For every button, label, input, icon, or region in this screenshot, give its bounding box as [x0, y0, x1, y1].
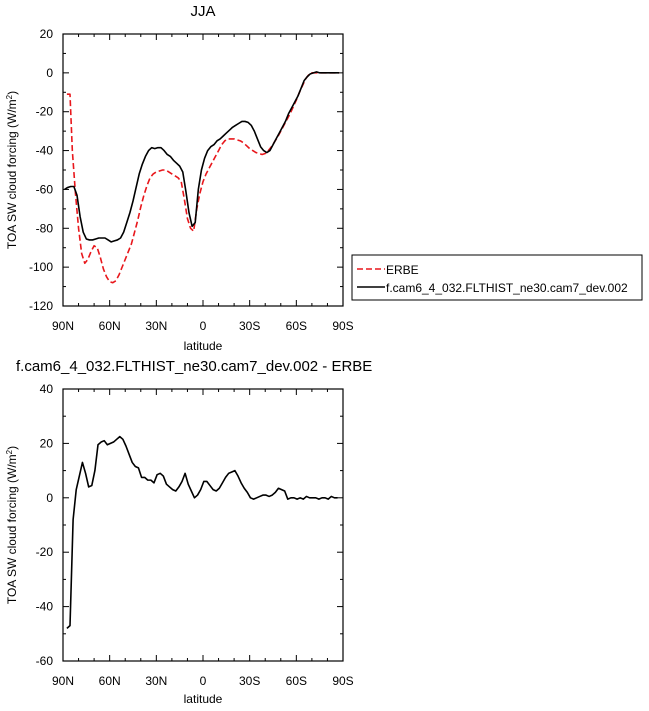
y-axis-label-bottom: TOA SW cloud forcing (W/m2): [5, 446, 19, 604]
x-tick-label: 90S: [332, 674, 353, 688]
y-tick-label: 20: [40, 436, 54, 450]
y-tick-label: -80: [36, 221, 54, 235]
x-tick-label: 90N: [52, 319, 74, 333]
x-tick-label: 90N: [52, 674, 74, 688]
chart-title-top: JJA: [190, 3, 215, 20]
y-tick-label: -40: [36, 600, 54, 614]
legend-label-model: f.cam6_4_032.FLTHIST_ne30.cam7_dev.002: [386, 281, 628, 295]
x-tick-label: 30S: [239, 319, 260, 333]
y-tick-label: 40: [40, 382, 54, 396]
y-tick-label: -120: [29, 299, 53, 313]
legend: ERBE f.cam6_4_032.FLTHIST_ne30.cam7_dev.…: [351, 254, 643, 301]
y-tick-label: 0: [46, 491, 53, 505]
x-tick-label: 60N: [99, 674, 121, 688]
plot-frame-top: [62, 33, 344, 307]
x-axis-label-bottom: latitude: [184, 692, 223, 706]
x-axis-label-top: latitude: [184, 339, 223, 353]
legend-label-erbe: ERBE: [386, 263, 419, 277]
x-tick-label: 0: [200, 319, 207, 333]
x-tick-label: 30N: [145, 319, 167, 333]
chart-panel-bottom: f.cam6_4_032.FLTHIST_ne30.cam7_dev.002 -…: [5, 358, 372, 706]
x-tick-label: 0: [200, 674, 207, 688]
chart-panel-top: JJA 90N 60N 30N 0 30S 60S 90S -120 -100 -80 -60 -40…: [5, 3, 643, 353]
x-tick-label: 30N: [145, 674, 167, 688]
y-axis-label-top: TOA SW cloud forcing (W/m2): [5, 91, 19, 249]
y-tick-label: -60: [36, 654, 54, 668]
y-tick-label: -100: [29, 260, 53, 274]
y-tick-label: -20: [36, 545, 54, 559]
y-tick-label: 20: [40, 27, 54, 41]
plot-frame-bottom: [62, 388, 344, 662]
x-tick-label: 90S: [332, 319, 353, 333]
chart-title-bottom: f.cam6_4_032.FLTHIST_ne30.cam7_dev.002 -…: [16, 358, 372, 375]
x-tick-label: 60S: [286, 674, 307, 688]
series-line-bottom-0: [66, 435, 338, 629]
y-tick-label: -20: [36, 105, 54, 119]
series-line-top-0: [66, 72, 340, 284]
x-tick-label: 30S: [239, 674, 260, 688]
y-tick-label: 0: [46, 66, 53, 80]
y-tick-label: -40: [36, 144, 54, 158]
x-tick-label: 60S: [286, 319, 307, 333]
legend-box: [351, 254, 643, 301]
y-tick-label: -60: [36, 182, 54, 196]
x-tick-label: 60N: [99, 319, 121, 333]
series-line-top-1: [64, 71, 340, 243]
